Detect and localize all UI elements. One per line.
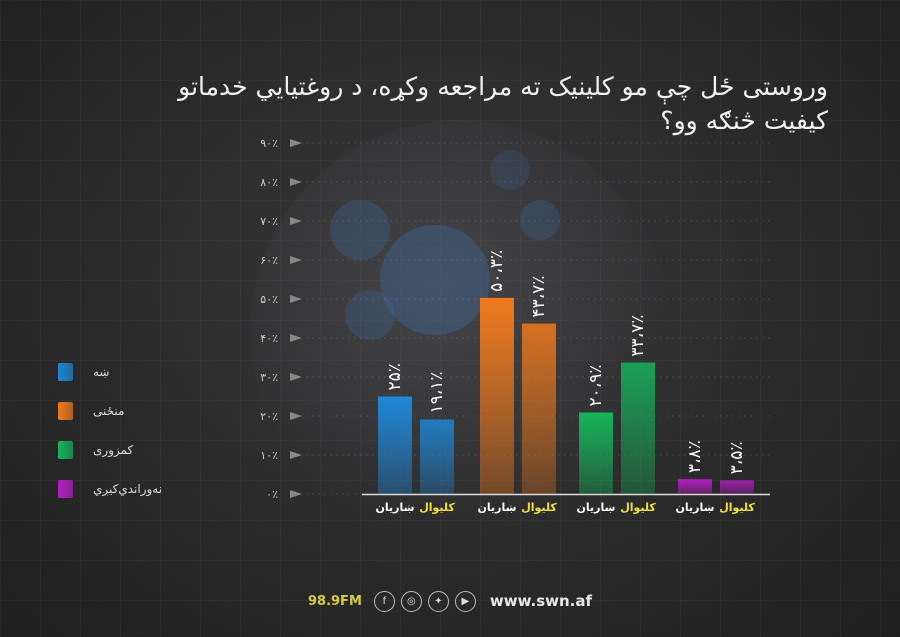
y-tick-marker — [290, 412, 302, 420]
y-tick-marker — [290, 217, 302, 225]
bar — [378, 396, 412, 494]
facebook-icon[interactable]: f — [373, 590, 395, 612]
x-category-label: کليوال — [719, 501, 755, 514]
footer: 98.9FM f ◎ ✦ ▶ www.swn.af — [0, 588, 900, 614]
website-link[interactable]: www.swn.af — [489, 592, 593, 610]
x-category-label: ښاريان — [676, 501, 715, 514]
bar-value-label: ۳،۵٪ — [727, 441, 747, 474]
y-tick-label: ۹۰٪ — [260, 137, 278, 150]
legend-swatch — [58, 480, 73, 498]
y-tick-label: ۶۰٪ — [260, 254, 278, 267]
y-tick-marker — [290, 490, 302, 498]
legend-label: ښه — [93, 365, 110, 379]
y-tick-label: ۲۰٪ — [260, 410, 278, 423]
y-tick-label: ۱۰٪ — [260, 449, 278, 462]
y-tick-label: ۷۰٪ — [260, 215, 278, 228]
x-category-label: کليوال — [419, 501, 455, 514]
y-tick-marker — [290, 139, 302, 147]
x-category-label: ښاريان — [478, 501, 517, 514]
youtube-icon[interactable]: ▶ — [454, 590, 476, 612]
bar-value-label: ۲۵٪ — [385, 363, 405, 390]
legend-item-average: منځنی — [58, 401, 168, 421]
legend-label: کمزوری — [93, 443, 134, 457]
y-tick-marker — [290, 373, 302, 381]
chart-title: وروستی ځل چې مو کلینیک ته مراجعه وکړه، د… — [178, 72, 828, 135]
background-bubble — [330, 200, 390, 260]
bar — [480, 297, 514, 494]
bar — [522, 323, 556, 494]
y-tick-label: ۴۰٪ — [260, 332, 278, 345]
bar — [621, 362, 655, 494]
y-tick-marker — [290, 295, 302, 303]
x-category-label: کليوال — [521, 501, 557, 514]
bar — [420, 419, 454, 494]
x-category-label: ښاريان — [577, 501, 616, 514]
y-tick-label: ۳۰٪ — [260, 371, 278, 384]
background-bubble — [380, 225, 490, 335]
bar-value-label: ۱۹،۱٪ — [427, 371, 447, 413]
background-bubble — [520, 200, 560, 240]
bar — [678, 479, 712, 494]
y-tick-marker — [290, 178, 302, 186]
legend-label: منځنی — [93, 404, 125, 418]
x-category-label: ښاريان — [376, 501, 415, 514]
legend-item-no-answer: نه‌وراندي‌کیږي — [58, 479, 168, 499]
y-tick-marker — [290, 256, 302, 264]
instagram-icon[interactable]: ◎ — [400, 590, 422, 612]
x-category-label: کليوال — [620, 501, 656, 514]
bar-value-label: ۵۰،۳٪ — [487, 250, 507, 292]
y-tick-label: ۰٪ — [266, 488, 278, 501]
legend-swatch — [58, 402, 73, 420]
y-tick-marker — [290, 451, 302, 459]
bar — [579, 412, 613, 494]
background-bubble — [490, 150, 530, 190]
y-tick-marker — [290, 334, 302, 342]
legend-swatch — [58, 441, 73, 459]
bar-value-label: ۳،۸٪ — [685, 440, 705, 473]
background-bubble — [345, 290, 395, 340]
bar-value-label: ۳۳،۷٪ — [628, 315, 648, 357]
radio-frequency: 98.9FM — [307, 593, 362, 609]
bar — [720, 480, 754, 494]
y-tick-label: ۸۰٪ — [260, 176, 278, 189]
legend-label: نه‌وراندي‌کیږي — [93, 482, 163, 496]
bar-value-label: ۴۳،۷٪ — [529, 276, 549, 318]
y-tick-label: ۵۰٪ — [260, 293, 278, 306]
legend: ښه منځنی کمزوری نه‌وراندي‌کیږي — [58, 362, 168, 518]
bar-value-label: ۲۰،۹٪ — [586, 364, 606, 406]
twitter-icon[interactable]: ✦ — [427, 590, 449, 612]
legend-item-poor: کمزوری — [58, 440, 168, 460]
legend-item-good: ښه — [58, 362, 168, 382]
legend-swatch — [58, 363, 73, 381]
